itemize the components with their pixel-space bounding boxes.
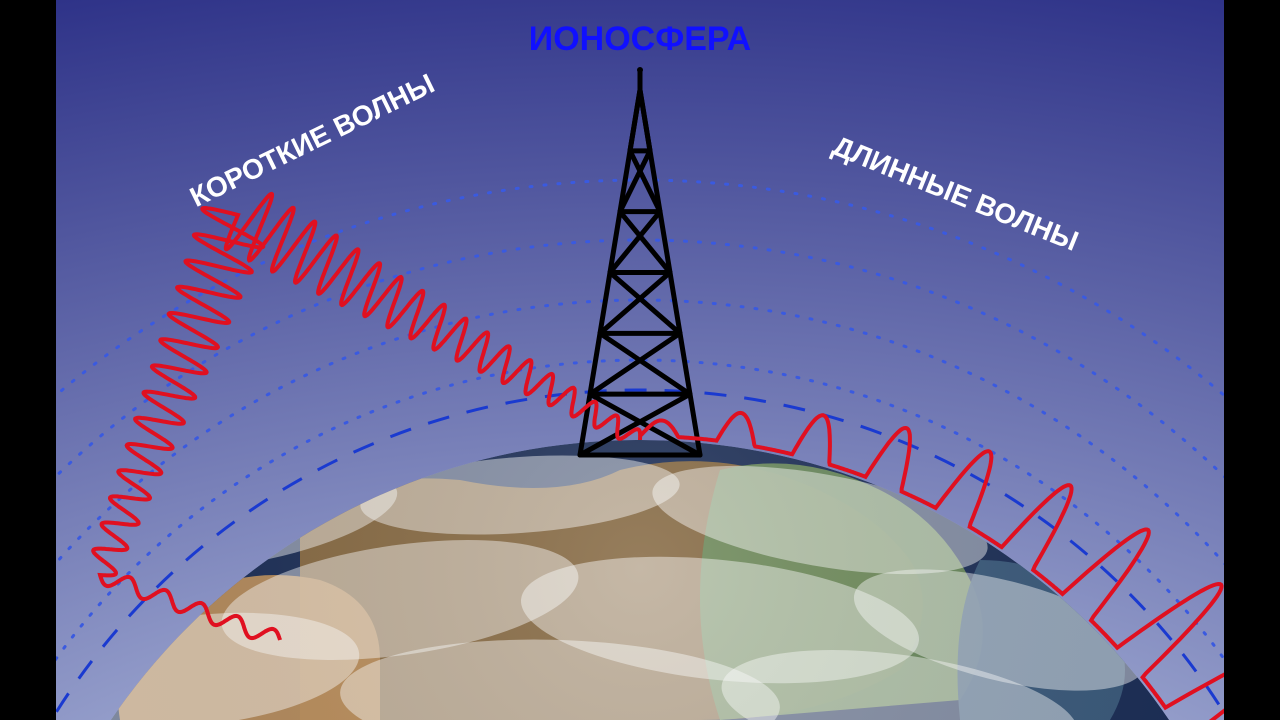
content-layer (0, 0, 1280, 720)
diagram-root: ИОНОСФЕРА КОРОТКИЕ ВОЛНЫ ДЛИННЫЕ ВОЛНЫ (0, 0, 1280, 720)
diagram-svg (0, 0, 1280, 720)
